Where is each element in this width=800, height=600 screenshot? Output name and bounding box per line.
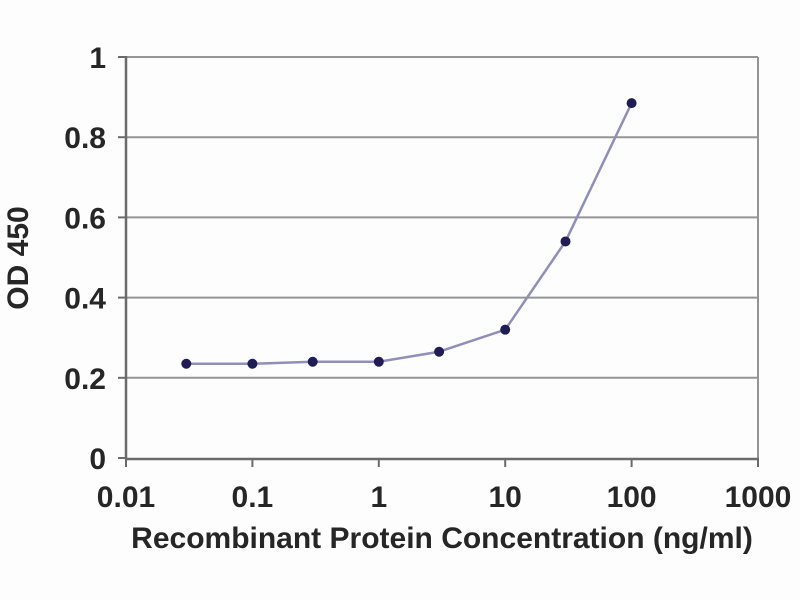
x-tick-label: 0.1 (232, 481, 274, 514)
y-tick-label: 0.6 (64, 202, 106, 235)
data-point-marker (626, 98, 637, 109)
x-axis-title: Recombinant Protein Concentration (ng/ml… (131, 522, 753, 555)
series-line (185, 101, 633, 366)
x-tick-label: 1 (370, 481, 387, 514)
y-tick-label: 0.4 (64, 283, 106, 316)
data-point-marker (247, 358, 258, 369)
data-point-marker (181, 358, 192, 369)
data-point-marker (500, 324, 511, 335)
data-point-marker (434, 346, 445, 357)
y-tick-label: 0.2 (64, 363, 106, 396)
data-point-marker (307, 356, 318, 367)
x-tick-label: 100 (607, 481, 657, 514)
data-point-marker (373, 356, 384, 367)
y-tick-label: 1 (89, 42, 106, 75)
y-axis-title: OD 450 (2, 206, 35, 310)
y-tick-label: 0.8 (64, 122, 106, 155)
x-tick-label: 10 (489, 481, 522, 514)
y-tick-label: 0 (89, 443, 106, 476)
data-point-marker (560, 236, 571, 247)
x-tick-label: 1000 (725, 481, 792, 514)
x-tick-label: 0.01 (97, 481, 155, 514)
